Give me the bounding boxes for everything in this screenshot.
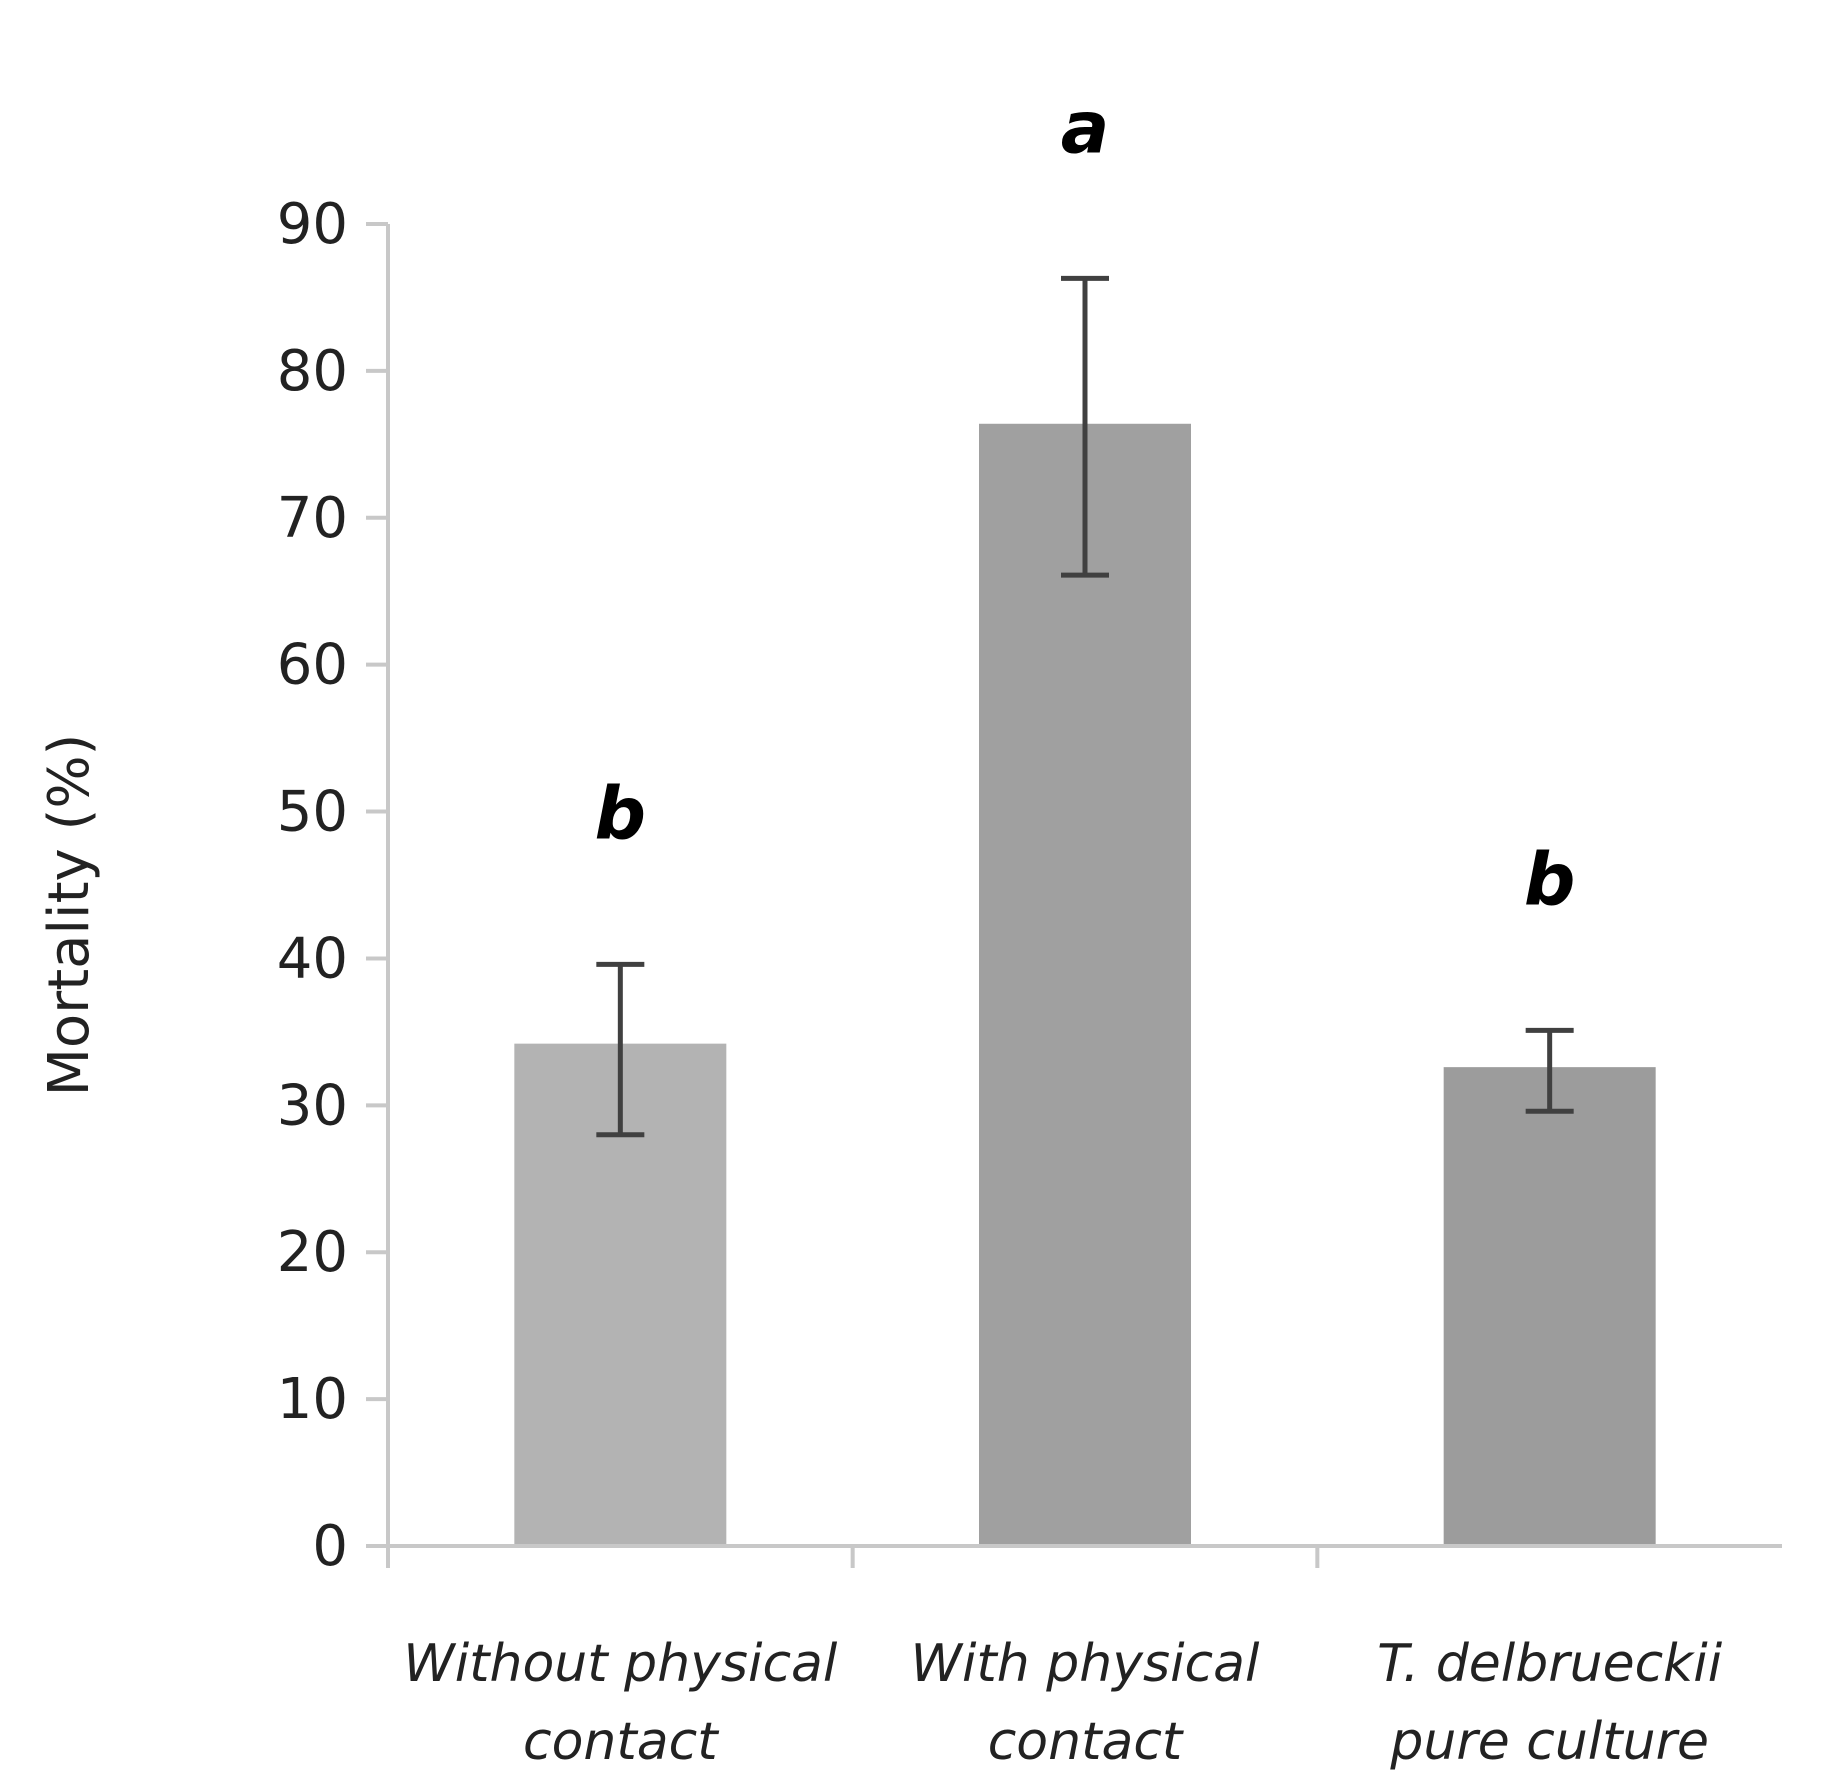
y-tick-label: 50 bbox=[277, 780, 348, 845]
y-tick-label: 40 bbox=[277, 926, 348, 991]
x-category-label: T. delbrueckii bbox=[1377, 1634, 1723, 1694]
x-category-label: With physical bbox=[911, 1634, 1260, 1694]
x-axis-labels: Without physical contact With physical cont… bbox=[403, 1634, 1722, 1772]
x-category-label: pure culture bbox=[1389, 1712, 1709, 1772]
y-tick-label: 80 bbox=[277, 339, 348, 404]
bar bbox=[1443, 1067, 1656, 1546]
bar bbox=[979, 423, 1191, 1546]
x-axis-ticks bbox=[386, 1546, 1320, 1568]
x-category-label: contact bbox=[523, 1712, 719, 1772]
significance-letters: b a b bbox=[595, 85, 1576, 921]
y-tick-label: 10 bbox=[277, 1367, 348, 1432]
y-tick-label: 0 bbox=[312, 1514, 348, 1579]
significance-letter: b bbox=[595, 771, 647, 855]
x-category-label: contact bbox=[988, 1712, 1184, 1772]
significance-letter: a bbox=[1061, 85, 1110, 169]
y-tick-label: 70 bbox=[277, 486, 348, 551]
error-bars bbox=[596, 275, 1574, 1138]
bars bbox=[514, 423, 1656, 1546]
y-axis-ticks: 0 10 20 30 40 50 60 70 80 90 bbox=[277, 192, 388, 1579]
x-category-label: Without physical bbox=[403, 1634, 838, 1694]
y-tick-label: 60 bbox=[277, 633, 348, 698]
y-tick-label: 20 bbox=[277, 1220, 348, 1285]
y-tick-label: 30 bbox=[277, 1073, 348, 1138]
significance-letter: b bbox=[1524, 837, 1576, 921]
y-tick-label: 90 bbox=[277, 192, 348, 257]
y-axis-title: Mortality (%) bbox=[37, 734, 102, 1097]
